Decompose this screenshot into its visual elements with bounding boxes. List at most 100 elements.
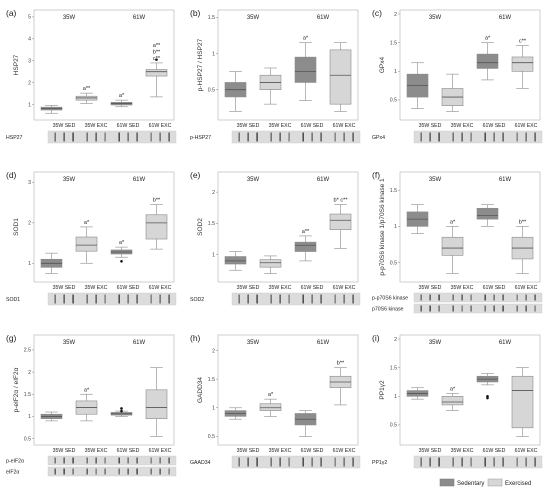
blot-column-label: 61W SED [483,448,506,454]
y-tick-label: 2 [28,221,31,227]
blot-band [470,132,472,142]
blot-band [320,132,322,142]
blot-column-label: 35W SED [419,285,442,291]
blot-band [525,294,527,301]
y-tick-label: 3 [28,59,31,65]
y-axis-label: p-p70S6 kinase 1/p70S6 kinase 1 [379,178,386,276]
blot-strip [231,130,361,144]
y-tick-label: 1.5 [390,365,397,371]
blot-band [429,294,431,301]
significance-label: a* [84,220,90,226]
group-label: 35W [247,15,260,21]
blot-band [352,457,354,467]
y-axis-label: SOD2 [197,218,204,236]
blot-column-label: 35W SED [53,448,76,454]
panel-letter: (g) [6,333,17,343]
blot-row-label: p70S6 kinase [372,307,404,313]
y-tick-label: 1.5 [208,221,215,227]
blot-band [288,294,290,304]
blot-column-label: 61W EXC [515,123,538,129]
blot-band [95,457,97,464]
blot-band [311,457,313,467]
blot-band [461,294,463,301]
group-label: 35W [247,340,260,346]
panel-letter: (d) [6,170,17,180]
blot-band [54,132,56,142]
group-label: 35W [247,177,260,183]
blot-band [311,294,313,304]
blot-band [438,305,440,312]
panel-letter: (h) [190,333,201,343]
outlier-point [486,395,489,398]
blot-row-label: SOD1 [6,297,20,303]
blot-band [238,457,240,467]
blot-band [429,457,431,467]
blot-column-label: 35W EXC [451,448,474,454]
outlier-point [155,58,158,61]
legend-exercised-label: Exercised [505,481,531,487]
significance-label: a** [153,43,161,49]
significance-label: a* [485,36,491,42]
blot-band [502,132,504,142]
blot-band [136,457,138,464]
blot-column-label: 61W EXC [149,123,172,129]
blot-band [150,294,152,304]
blot-band [452,132,454,142]
blot-band [72,468,74,475]
blot-row-label: p-eIF2α [6,459,24,465]
blot-band [302,457,304,467]
panel-h: (h) 0.5 1 1.5 2 GADD34 35W 61W a* b** 35W SED 35W E… [190,333,361,469]
blot-column-label: 35W SED [237,448,260,454]
blot-band [104,132,106,142]
blot-band [461,457,463,467]
y-tick-label: 0.5 [390,423,397,429]
box-61w-exc [329,49,352,105]
blot-band [63,468,65,475]
blot-band [420,305,422,312]
y-tick-label: 2 [394,12,397,18]
significance-label: b* c** [334,198,349,204]
blot-column-label: 35W EXC [451,123,474,129]
y-tick-label: 2 [212,190,215,196]
blot-band [461,305,463,312]
group-label: 35W [429,15,442,21]
blot-band [159,294,161,304]
outlier-point [120,409,123,413]
y-tick-label: 2 [28,80,31,86]
blot-row-label: SOD2 [190,297,204,303]
blot-band [136,468,138,475]
blot-band [438,294,440,301]
blot-band [438,132,440,142]
group-label: 35W [429,340,442,346]
y-tick-label: 4 [28,37,31,43]
legend-exercised-swatch [487,478,503,487]
blot-column-label: 61W EXC [149,285,172,291]
panel-b: (b) 0.5 1 1.5 p-HSP27 / HSP27 35W 61W a* 35W SED… [190,8,361,144]
blot-strip [47,455,177,466]
blot-band [127,294,129,304]
plot-frame [399,334,541,446]
box-61w-exc [511,375,534,429]
blot-band [470,294,472,301]
significance-label: a* [450,219,456,225]
y-tick-label: 1 [28,261,31,267]
box-61w-sed [294,241,317,252]
blot-strip [47,292,177,306]
legend: Sedentary Exercised [439,478,531,487]
blot-band [95,468,97,475]
blot-band [438,457,440,467]
panel-c: (c) 0.5 1 1.5 2 GPx4 35W 61W a* c** 35W SED 35W EXC… [372,8,543,144]
blot-band [534,305,536,312]
y-tick-label: 1.5 [390,188,397,194]
blot-band [484,294,486,301]
group-label: 61W [133,15,146,21]
blot-band [104,468,106,475]
blot-band [118,132,120,142]
box-61w-exc [145,214,168,240]
blot-band [470,457,472,467]
blot-band [302,132,304,142]
blot-column-label: 61W EXC [149,448,172,454]
blot-band [516,132,518,142]
blot-band [352,132,354,142]
blot-band [502,457,504,467]
